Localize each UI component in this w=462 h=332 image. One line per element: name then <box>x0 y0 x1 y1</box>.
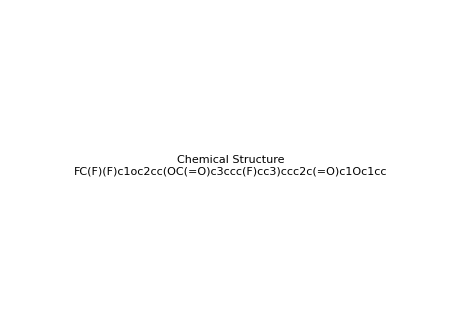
Text: Chemical Structure
FC(F)(F)c1oc2cc(OC(=O)c3ccc(F)cc3)ccc2c(=O)c1Oc1cc: Chemical Structure FC(F)(F)c1oc2cc(OC(=O… <box>74 155 388 177</box>
